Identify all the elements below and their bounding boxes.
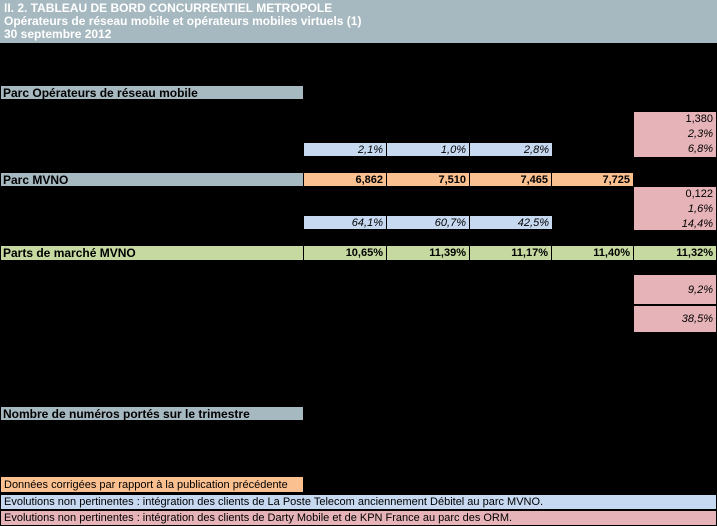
mvno-growth-cell-2: 60,7% bbox=[386, 215, 470, 230]
mvno-parc-cell-4: 7,725 bbox=[551, 172, 634, 187]
orm-growth-cell-1: 2,1% bbox=[303, 142, 387, 157]
market-share-cell-4: 11,40% bbox=[551, 245, 634, 261]
note-orm-evolution: Evolutions non pertinentes : intégration… bbox=[0, 510, 717, 526]
report-title: II. 2. TABLEAU DE BORD CONCURRENTIEL MET… bbox=[4, 1, 333, 15]
market-share-cell-3: 11,17% bbox=[469, 245, 552, 261]
report-subtitle: Opérateurs de réseau mobile et opérateur… bbox=[4, 14, 362, 28]
market-share-cell-2: 11,39% bbox=[386, 245, 470, 261]
orm-growth-cell-3: 2,8% bbox=[469, 142, 553, 157]
mvno-summary-block: 0,122 1,6% 14,4% bbox=[633, 186, 717, 231]
row-label-parc-mvno: Parc MVNO bbox=[0, 172, 304, 187]
orm-quarter-growth-value: 2,3% bbox=[687, 128, 713, 140]
mvno-parc-cell-2: 7,510 bbox=[386, 172, 470, 187]
market-share-cell-1: 10,65% bbox=[303, 245, 387, 261]
note-mvno-evolution: Evolutions non pertinentes : intégration… bbox=[0, 494, 717, 510]
report-date: 30 septembre 2012 bbox=[4, 27, 112, 41]
mvno-total-value: 0,122 bbox=[685, 188, 713, 200]
market-share-cell-5: 11,32% bbox=[633, 245, 717, 261]
mvno-parc-cell-1: 6,862 bbox=[303, 172, 387, 187]
orm-year-growth-value: 6,8% bbox=[687, 143, 713, 155]
section-header-numeros-portes: Nombre de numéros portés sur le trimestr… bbox=[0, 406, 304, 421]
report-header: II. 2. TABLEAU DE BORD CONCURRENTIEL MET… bbox=[0, 0, 717, 43]
mvno-growth-cell-3: 42,5% bbox=[469, 215, 553, 230]
mvno-growth-cell-1: 64,1% bbox=[303, 215, 387, 230]
mvno-year-growth-value: 14,4% bbox=[681, 218, 713, 230]
orm-total-value: 1,380 bbox=[685, 113, 713, 125]
orm-growth-cell-2: 1,0% bbox=[386, 142, 470, 157]
share-extra-cell-2: 38,5% bbox=[633, 305, 717, 333]
mvno-parc-cell-3: 7,465 bbox=[469, 172, 552, 187]
share-extra-cell-1: 9,2% bbox=[633, 274, 717, 305]
mvno-quarter-growth-value: 1,6% bbox=[687, 203, 713, 215]
orm-summary-block: 1,380 2,3% 6,8% bbox=[633, 111, 717, 158]
row-label-parts-marche-mvno: Parts de marché MVNO bbox=[0, 245, 304, 261]
note-corrected-data: Données corrigées par rapport à la publi… bbox=[0, 476, 304, 493]
section-header-parc-orm: Parc Opérateurs de réseau mobile bbox=[0, 85, 304, 100]
